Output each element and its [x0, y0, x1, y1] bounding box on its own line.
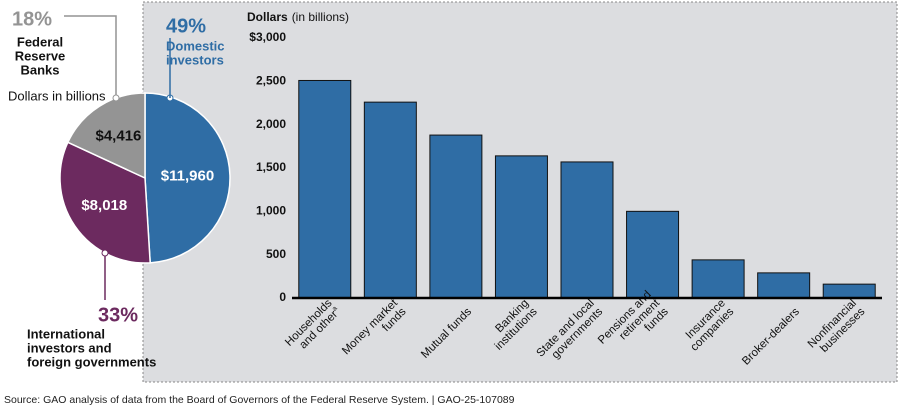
y-tick-label: 500 [266, 247, 286, 261]
leader-dot [112, 94, 120, 102]
footnote-marker: a [331, 305, 339, 313]
bar [691, 259, 745, 299]
slice-value-label: $4,416 [96, 127, 142, 144]
bar [494, 155, 548, 299]
leader-line [64, 15, 117, 95]
legend-label: foreign governments [27, 354, 156, 369]
pie-subtitle: Dollars in billions [8, 88, 106, 103]
bar [626, 210, 680, 299]
legend-label: Banks [20, 62, 59, 77]
y-tick-label: 2,500 [256, 74, 286, 88]
bar [822, 283, 876, 299]
y-axis-title-unit: (in billions) [292, 10, 349, 24]
bar [757, 272, 811, 299]
pie-slice [59, 141, 151, 264]
legend-label: investors and [27, 340, 112, 355]
y-tick-label: 1,000 [256, 204, 286, 218]
y-axis-title-main: Dollars [247, 10, 288, 24]
pie-slice [66, 92, 146, 180]
y-tick-label: 1,500 [256, 160, 286, 174]
y-tick-label: 2,000 [256, 117, 286, 131]
slice-value-label: $11,960 [161, 168, 214, 185]
legend-label: Reserve [15, 48, 66, 63]
legend-label: International [27, 326, 105, 341]
share-label: 18% [12, 8, 52, 30]
share-label: 49% [166, 15, 206, 37]
bar [363, 101, 417, 299]
pie-slice [144, 92, 231, 264]
y-axis-title: Dollars (in billions) [247, 10, 349, 24]
legend-label: investors [166, 52, 224, 67]
legend-label: Federal [17, 34, 63, 49]
bar [429, 134, 483, 299]
y-tick-label: 0 [279, 290, 286, 304]
source-note: Source: GAO analysis of data from the Bo… [4, 394, 515, 406]
slice-value-label: $8,018 [81, 197, 127, 214]
share-label: 33% [98, 304, 138, 326]
leader-dot [101, 249, 109, 257]
bar [560, 161, 614, 299]
y-tick-label: $3,000 [249, 30, 286, 44]
bar [298, 79, 352, 299]
legend-label: Domestic [166, 38, 225, 53]
